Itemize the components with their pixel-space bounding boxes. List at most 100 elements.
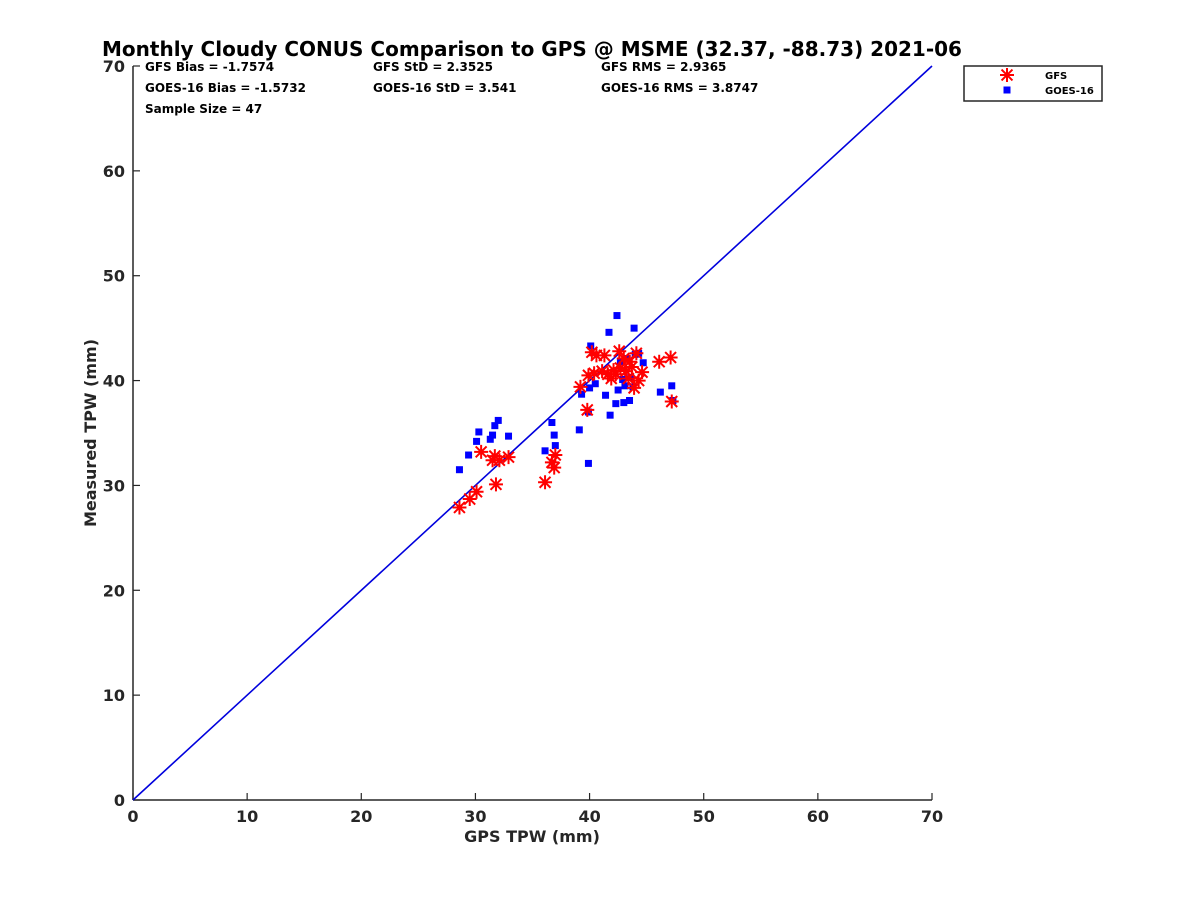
gfs-point <box>581 368 596 383</box>
y-tick-label: 30 <box>103 476 125 495</box>
stat-gfs-std: GFS StD = 2.3525 <box>373 60 493 74</box>
axes <box>132 66 932 801</box>
y-tick-label: 10 <box>103 686 125 705</box>
y-tick-label: 0 <box>114 791 125 810</box>
gfs-point <box>589 348 604 363</box>
goes-16-point <box>587 342 595 350</box>
goes-16-point <box>541 447 549 455</box>
goes-16-point <box>656 388 664 396</box>
goes-16-point <box>619 376 627 384</box>
legend-goes-square <box>1003 86 1011 94</box>
goes-16-point <box>475 428 483 436</box>
gfs-series <box>452 344 679 515</box>
gfs-point <box>597 348 612 363</box>
stat-gfs-rms: GFS RMS = 2.9365 <box>601 60 726 74</box>
gfs-point <box>613 360 628 375</box>
gfs-point <box>488 477 503 492</box>
gfs-point <box>544 455 559 470</box>
goes-16-point <box>578 390 586 398</box>
gfs-point <box>622 354 637 369</box>
x-tick-label: 10 <box>236 807 258 826</box>
gfs-point <box>548 448 563 463</box>
gfs-point <box>612 344 627 359</box>
goes-16-point <box>465 451 473 459</box>
gfs-point <box>619 364 634 379</box>
y-tick-label: 50 <box>103 267 125 286</box>
gfs-point <box>616 351 631 366</box>
gfs-point <box>469 484 484 499</box>
goes-16-point <box>612 400 620 408</box>
stat-goes-rms: GOES-16 RMS = 3.8747 <box>601 81 758 95</box>
y-tick-label: 20 <box>103 581 125 600</box>
goes-16-point <box>489 431 497 439</box>
goes-16-point <box>620 399 628 407</box>
axis-ticks: 0 10 20 30 40 50 60 70 0 10 20 30 40 50 60 70 <box>103 57 943 826</box>
goes-16-point <box>626 396 634 404</box>
goes-16-point <box>591 380 599 388</box>
x-tick-label: 30 <box>464 807 486 826</box>
gfs-point <box>621 371 636 386</box>
gfs-point <box>624 359 639 374</box>
gfs-point <box>652 354 667 369</box>
stat-sample-size: Sample Size = 47 <box>145 102 262 116</box>
gfs-point <box>452 500 467 515</box>
y-tick-label: 40 <box>103 372 125 391</box>
legend-goes-marker <box>1003 86 1011 94</box>
gfs-point <box>595 364 610 379</box>
chart-title: Monthly Cloudy CONUS Comparison to GPS @… <box>102 37 962 61</box>
goes-16-point <box>639 359 647 367</box>
goes-16-point <box>491 422 499 430</box>
gfs-point <box>629 346 644 361</box>
gfs-point <box>635 365 650 380</box>
legend-gfs-label: GFS <box>1045 71 1067 82</box>
goes-16-point <box>613 312 621 320</box>
stat-gfs-bias: GFS Bias = -1.7574 <box>145 60 274 74</box>
x-tick-label: 60 <box>807 807 829 826</box>
legend-goes-label: GOES-16 <box>1045 86 1094 97</box>
gfs-point <box>608 367 623 382</box>
goes-16-point <box>586 384 594 392</box>
goes-16-point <box>455 466 463 474</box>
gfs-point <box>573 379 588 394</box>
gfs-point <box>627 380 642 395</box>
goes-16-point <box>606 411 614 419</box>
gfs-point <box>631 373 646 388</box>
gfs-point <box>462 492 477 507</box>
goes-16-point <box>494 416 502 424</box>
goes-16-point <box>473 437 481 445</box>
legend-gfs-asterisk <box>1000 68 1014 82</box>
x-tick-label: 20 <box>350 807 372 826</box>
x-tick-label: 0 <box>127 807 138 826</box>
goes-16-point <box>668 382 676 390</box>
legend-box <box>963 65 1103 102</box>
one-to-one-line <box>132 65 933 801</box>
gfs-point <box>587 366 602 381</box>
goes-16-point <box>614 386 622 394</box>
x-tick-label: 40 <box>578 807 600 826</box>
x-axis-label: GPS TPW (mm) <box>464 827 600 846</box>
goes-16-point <box>602 391 610 399</box>
gfs-point <box>492 453 507 468</box>
goes-16-point <box>621 382 629 390</box>
goes-16-point <box>630 324 638 332</box>
goes-16-point <box>548 419 556 427</box>
goes-16-series <box>455 312 677 474</box>
stat-goes-std: GOES-16 StD = 3.541 <box>373 81 516 95</box>
goes-16-point <box>605 328 613 336</box>
stat-goes-bias: GOES-16 Bias = -1.5732 <box>145 81 306 95</box>
gfs-point <box>606 363 621 378</box>
gfs-point <box>474 444 489 459</box>
gfs-point <box>663 350 678 365</box>
goes-16-point <box>575 426 583 434</box>
y-axis-label: Measured TPW (mm) <box>81 339 100 527</box>
goes-16-point <box>551 442 559 450</box>
goes-16-point <box>486 435 494 443</box>
gfs-point <box>664 394 679 409</box>
gfs-point <box>501 450 516 465</box>
legend: GFS GOES-16 <box>963 65 1103 102</box>
goes-16-point <box>550 431 558 439</box>
one-to-one-line-path <box>132 65 933 801</box>
x-tick-label: 70 <box>921 807 943 826</box>
gfs-point <box>584 345 599 360</box>
